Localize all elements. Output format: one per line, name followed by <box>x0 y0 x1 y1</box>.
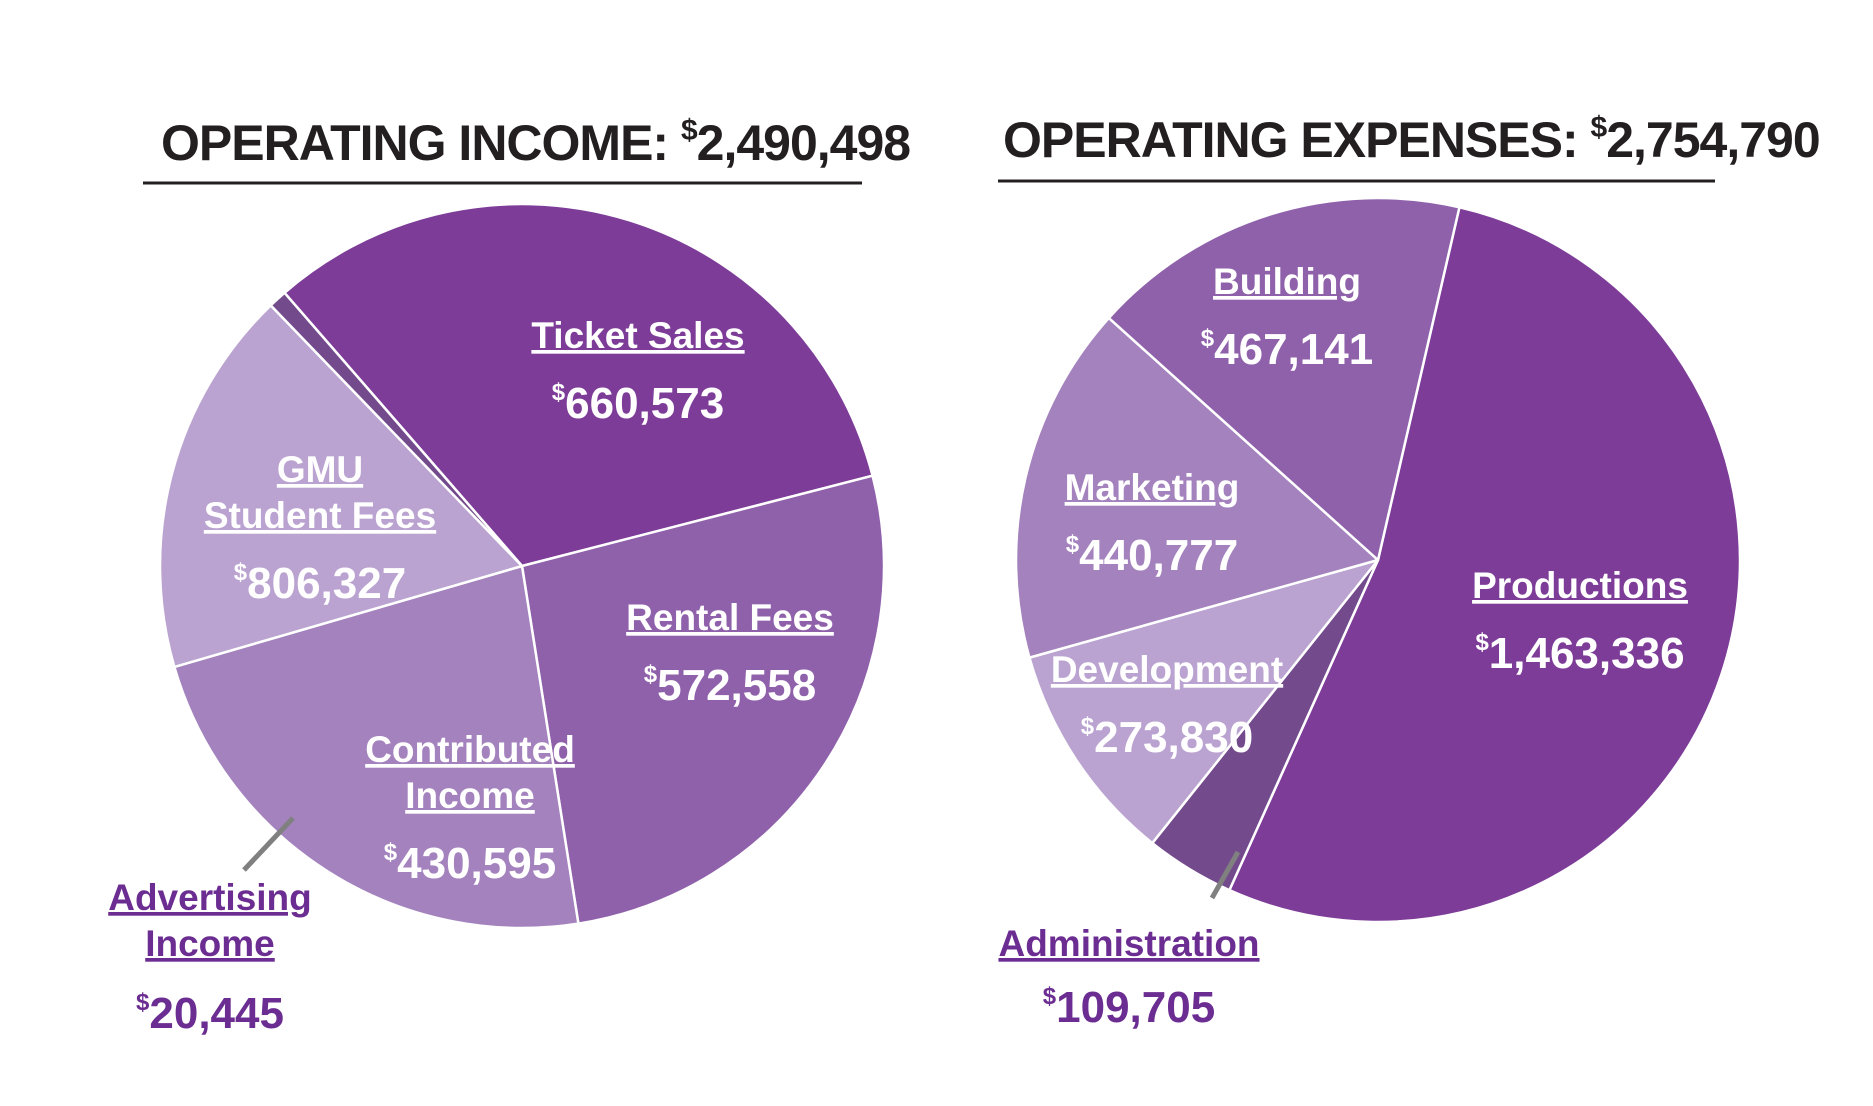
expenses-slice-building <box>1107 196 1461 562</box>
expenses-value-productions-amount: 1,463,336 <box>1489 629 1685 678</box>
expenses-total-value: 2,754,790 <box>1606 112 1819 168</box>
expenses-value-development-currency: $ <box>1081 713 1095 740</box>
income-value-rental-fees-currency: $ <box>644 661 658 688</box>
expenses-value-building-amount: 467,141 <box>1214 325 1373 374</box>
income-value-advertising-income-amount: 20,445 <box>149 989 284 1038</box>
expenses-label-marketing: Marketing <box>1065 467 1240 508</box>
income-total-currency: $ <box>681 114 698 147</box>
expenses-slice-productions <box>1228 206 1742 924</box>
income-label-advertising-income: Income <box>145 923 275 964</box>
expenses-title-text: OPERATING EXPENSES: <box>1003 112 1591 168</box>
income-value-ticket-sales-amount: 660,573 <box>565 379 724 428</box>
income-value-advertising-income-currency: $ <box>136 989 150 1016</box>
income-slice-gmu-student-fees <box>283 202 874 568</box>
expenses-label-building: Building <box>1213 261 1361 302</box>
income-label-contributed-income: Income <box>405 775 535 816</box>
expenses-slice-marketing <box>1014 316 1380 659</box>
expenses-value-building-currency: $ <box>1201 325 1215 352</box>
expenses-value-development: $273,830 <box>1081 713 1253 762</box>
income-label-advertising-income: Advertising <box>108 877 312 918</box>
expenses-value-marketing: $440,777 <box>1066 531 1238 580</box>
income-label-ticket-sales: Ticket Sales <box>531 315 744 356</box>
expenses-value-administration: $109,705 <box>1043 983 1215 1032</box>
income-label-gmu-student-fees: GMU <box>277 449 363 490</box>
income-label-rental-fees: Rental Fees <box>626 597 834 638</box>
income-slice-rental-fees <box>173 564 580 930</box>
expenses-chart-title: OPERATING EXPENSES: $2,754,790 <box>1003 111 1820 168</box>
pie-chart-expenses: OPERATING EXPENSES: $2,754,790 Production… <box>998 111 1821 1032</box>
income-value-advertising-income: $20,445 <box>136 989 284 1038</box>
income-value-ticket-sales: $660,573 <box>552 379 724 428</box>
income-leader-advertising-income <box>242 816 295 872</box>
pie-chart-income: OPERATING INCOME: $2,490,498 GMU Student F… <box>108 114 911 1038</box>
expenses-label-administration: Administration <box>998 923 1259 964</box>
income-slice-contributed-income <box>158 304 524 669</box>
income-slice-ticket-sales <box>520 474 886 925</box>
expenses-value-development-amount: 273,830 <box>1094 713 1253 762</box>
income-chart-title: OPERATING INCOME: $2,490,498 <box>161 114 910 171</box>
income-value-gmu-student-fees-amount: 806,327 <box>247 559 406 608</box>
income-value-contributed-income-amount: 430,595 <box>397 839 556 888</box>
income-value-contributed-income-currency: $ <box>384 839 398 866</box>
expenses-value-productions-currency: $ <box>1475 629 1489 656</box>
income-title-text: OPERATING INCOME: <box>161 115 681 171</box>
expenses-value-administration-amount: 109,705 <box>1056 983 1215 1032</box>
income-value-gmu-student-fees-currency: $ <box>234 559 248 586</box>
expenses-label-development: Development <box>1051 649 1283 690</box>
income-value-rental-fees-amount: 572,558 <box>657 661 816 710</box>
income-value-rental-fees: $572,558 <box>644 661 816 710</box>
income-label-contributed-income: Contributed <box>365 729 575 770</box>
expenses-slice-development <box>1028 558 1380 845</box>
income-value-contributed-income: $430,595 <box>384 839 556 888</box>
income-total-value: 2,490,498 <box>697 115 911 171</box>
expenses-value-marketing-amount: 440,777 <box>1079 531 1238 580</box>
expenses-value-building: $467,141 <box>1201 325 1373 374</box>
income-value-gmu-student-fees: $806,327 <box>234 559 406 608</box>
income-label-gmu-student-fees: Student Fees <box>204 495 436 536</box>
expenses-value-marketing-currency: $ <box>1066 531 1080 558</box>
income-slice-advertising-income <box>269 291 524 568</box>
expenses-value-productions: $1,463,336 <box>1475 629 1684 678</box>
income-value-ticket-sales-currency: $ <box>552 379 566 406</box>
expenses-label-productions: Productions <box>1472 565 1688 606</box>
expenses-leader-administration <box>1209 850 1241 900</box>
expenses-total-currency: $ <box>1591 111 1608 144</box>
expenses-value-administration-currency: $ <box>1043 983 1057 1010</box>
